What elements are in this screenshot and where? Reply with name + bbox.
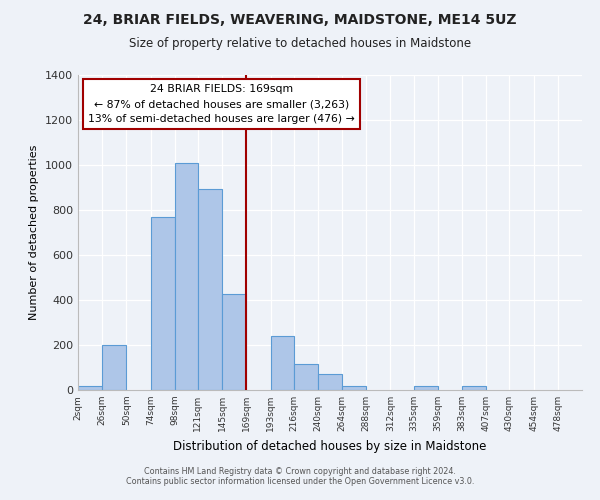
Bar <box>342 386 366 390</box>
X-axis label: Distribution of detached houses by size in Maidstone: Distribution of detached houses by size … <box>173 440 487 452</box>
Text: Contains HM Land Registry data © Crown copyright and database right 2024.: Contains HM Land Registry data © Crown c… <box>144 467 456 476</box>
Bar <box>294 364 318 390</box>
Bar <box>462 386 486 390</box>
Bar <box>198 188 222 390</box>
Bar <box>175 163 198 390</box>
Text: 24 BRIAR FIELDS: 169sqm
← 87% of detached houses are smaller (3,263)
13% of semi: 24 BRIAR FIELDS: 169sqm ← 87% of detache… <box>88 84 355 124</box>
Text: Size of property relative to detached houses in Maidstone: Size of property relative to detached ho… <box>129 38 471 51</box>
Bar <box>271 336 294 390</box>
Bar <box>102 345 127 390</box>
Text: Contains public sector information licensed under the Open Government Licence v3: Contains public sector information licen… <box>126 477 474 486</box>
Bar <box>151 217 175 390</box>
Text: 24, BRIAR FIELDS, WEAVERING, MAIDSTONE, ME14 5UZ: 24, BRIAR FIELDS, WEAVERING, MAIDSTONE, … <box>83 12 517 26</box>
Y-axis label: Number of detached properties: Number of detached properties <box>29 145 40 320</box>
Bar <box>222 294 247 390</box>
Bar <box>78 386 102 390</box>
Bar <box>413 386 438 390</box>
Bar <box>318 374 342 390</box>
